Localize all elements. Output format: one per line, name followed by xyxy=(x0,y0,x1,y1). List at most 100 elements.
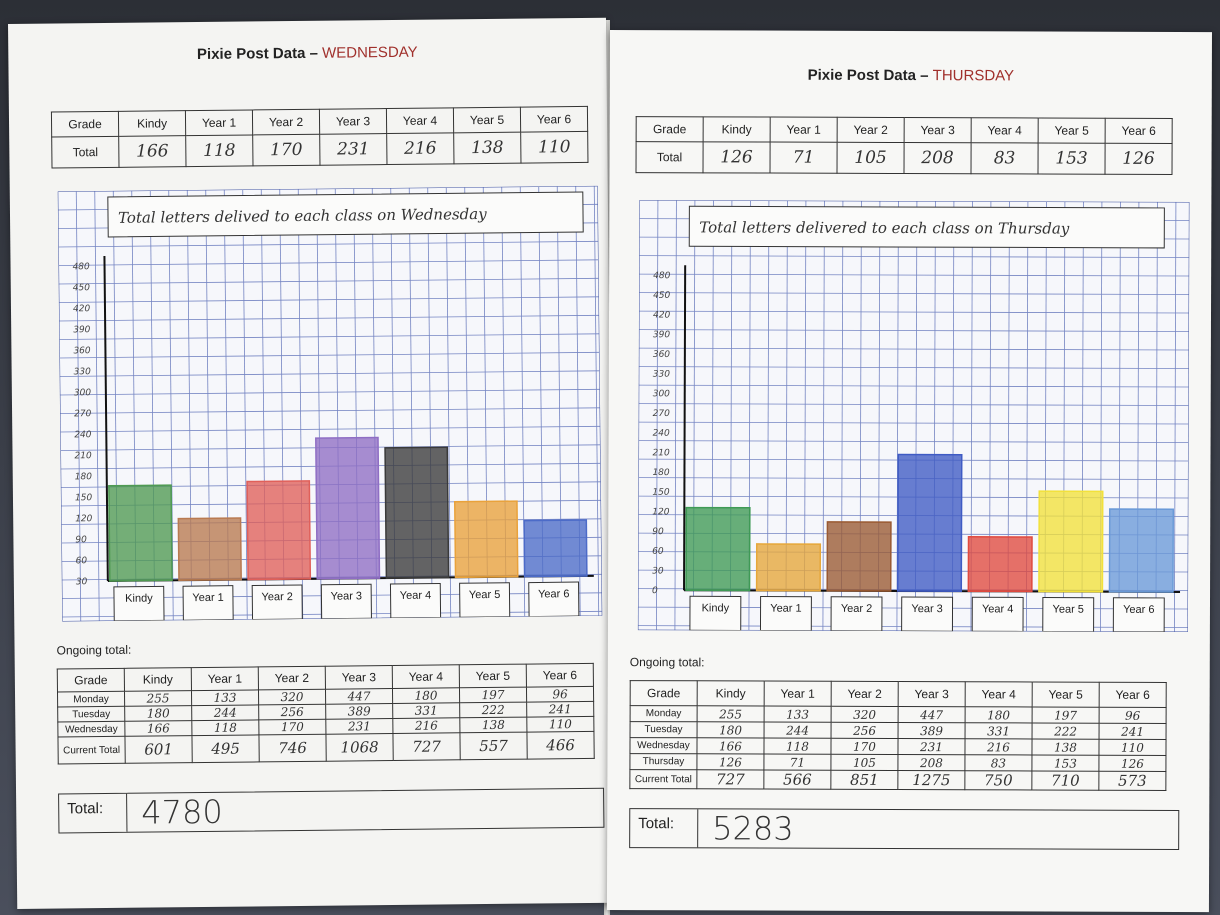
header-cell: Year 3 xyxy=(319,108,387,135)
header-cell: Year 1 xyxy=(764,681,832,707)
grand-total-label: Total: xyxy=(59,793,128,833)
header-cell: Year 2 xyxy=(837,117,905,143)
table-row: Wednesday 166 118 170 231 216 138 110 xyxy=(629,737,1167,756)
bar xyxy=(685,506,751,592)
y-tick-label: 90 xyxy=(652,527,664,537)
value-cell: 133 xyxy=(764,706,832,723)
value-cell: 180 xyxy=(124,705,192,722)
bar xyxy=(453,500,519,579)
y-tick-label: 120 xyxy=(652,507,669,517)
y-tick-label: 210 xyxy=(653,448,670,458)
value-cell: 331 xyxy=(965,722,1033,739)
page-wednesday: Pixie Post Data – WEDNESDAY Grade Kindy … xyxy=(8,17,616,909)
category-label: Year 3 xyxy=(911,603,942,615)
total-cell: 216 xyxy=(386,132,454,165)
value-cell: 138 xyxy=(459,717,527,733)
table-header-row: Grade Kindy Year 1 Year 2 Year 3 Year 4 … xyxy=(630,680,1167,708)
value-cell: 320 xyxy=(258,689,326,705)
y-tick-label: 420 xyxy=(73,304,91,314)
value-cell: 389 xyxy=(325,703,393,720)
grand-total-box: Total: 4780 xyxy=(58,787,605,834)
bar-chart-wednesday: Total letters delived to each class on W… xyxy=(57,185,603,622)
bar xyxy=(1038,490,1104,593)
y-tick-label: 480 xyxy=(653,271,670,281)
grid-line xyxy=(59,314,600,322)
header-cell: Year 2 xyxy=(252,109,320,135)
header-cell: Year 5 xyxy=(1038,117,1106,144)
value-cell: 231 xyxy=(325,718,393,735)
grid-line xyxy=(1174,201,1177,632)
header-cell: Grade xyxy=(630,680,698,706)
total-cell: 105 xyxy=(837,142,905,174)
value-cell: 231 xyxy=(897,738,966,755)
grid-line xyxy=(94,191,100,622)
current-total-cell: 710 xyxy=(1031,770,1099,791)
category-label: Year 6 xyxy=(1123,604,1154,616)
category-label-box xyxy=(182,585,234,621)
total-cell: 71 xyxy=(770,142,838,174)
current-total-cell: 750 xyxy=(964,770,1032,790)
grid-line xyxy=(822,200,825,631)
bar xyxy=(384,446,450,579)
current-total-cell: 601 xyxy=(124,735,193,764)
title-day: THURSDAY xyxy=(932,67,1015,85)
header-cell: Year 6 xyxy=(1099,682,1167,708)
header-cell: Kindy xyxy=(703,116,771,143)
y-tick-label: 270 xyxy=(653,409,670,419)
y-tick-label: 360 xyxy=(653,350,670,360)
bar xyxy=(897,453,963,592)
row-label: Total xyxy=(636,141,704,173)
header-cell: Year 4 xyxy=(392,664,460,689)
bar xyxy=(826,521,892,592)
total-cell: 110 xyxy=(520,131,588,164)
total-cell: 138 xyxy=(453,132,521,164)
grid-line xyxy=(639,292,1190,295)
grid-line xyxy=(638,347,1189,351)
grid-line xyxy=(58,240,599,248)
grid-line xyxy=(445,187,452,618)
value-cell: 170 xyxy=(258,719,326,735)
category-label-box xyxy=(759,596,812,632)
y-axis xyxy=(683,265,687,591)
header-cell: Year 6 xyxy=(1105,118,1173,144)
value-cell: 447 xyxy=(898,706,966,723)
category-label: Year 4 xyxy=(982,603,1013,615)
grid-line xyxy=(639,255,1190,258)
page-title: Pixie Post Data – THURSDAY xyxy=(610,66,1212,85)
table-header-row: Grade Kindy Year 1 Year 2 Year 3 Year 4 … xyxy=(636,116,1173,144)
category-label: Year 6 xyxy=(538,588,570,600)
current-total-label: Current Total xyxy=(57,736,126,765)
category-label-box xyxy=(528,581,580,618)
value-cell: 126 xyxy=(1098,755,1166,772)
page-title: Pixie Post Data – WEDNESDAY xyxy=(8,42,606,65)
table-row: Tuesday 180 244 256 389 331 222 241 xyxy=(630,721,1167,740)
day-label: Wednesday xyxy=(629,737,698,754)
page-thursday: Pixie Post Data – THURSDAY Grade Kindy Y… xyxy=(606,30,1212,913)
y-tick-label: 300 xyxy=(653,389,670,399)
value-cell: 110 xyxy=(1098,739,1167,756)
bar xyxy=(246,480,312,581)
current-total-cell: 1275 xyxy=(897,770,965,790)
title-prefix: Pixie Post Data – xyxy=(807,66,929,85)
grid-line xyxy=(168,190,174,621)
value-cell: 133 xyxy=(191,689,259,706)
total-cell: 153 xyxy=(1038,142,1106,175)
value-cell: 96 xyxy=(1099,707,1167,724)
total-cell: 126 xyxy=(1104,143,1173,175)
value-cell: 255 xyxy=(697,705,765,723)
value-cell: 166 xyxy=(124,720,192,737)
value-cell: 71 xyxy=(763,754,831,771)
grid-line xyxy=(638,403,1189,406)
category-label: Year 1 xyxy=(770,603,801,615)
value-cell: 216 xyxy=(392,717,460,734)
category-label: Year 5 xyxy=(1053,604,1084,616)
current-total-cell: 466 xyxy=(526,731,595,760)
header-cell: Year 5 xyxy=(453,107,521,133)
category-label-box xyxy=(971,596,1024,632)
bar xyxy=(1108,508,1175,593)
category-label-box xyxy=(689,595,742,631)
value-cell: 256 xyxy=(831,722,899,739)
value-cell: 447 xyxy=(325,688,393,705)
y-tick-label: 450 xyxy=(653,291,670,301)
grid-line xyxy=(638,366,1189,369)
